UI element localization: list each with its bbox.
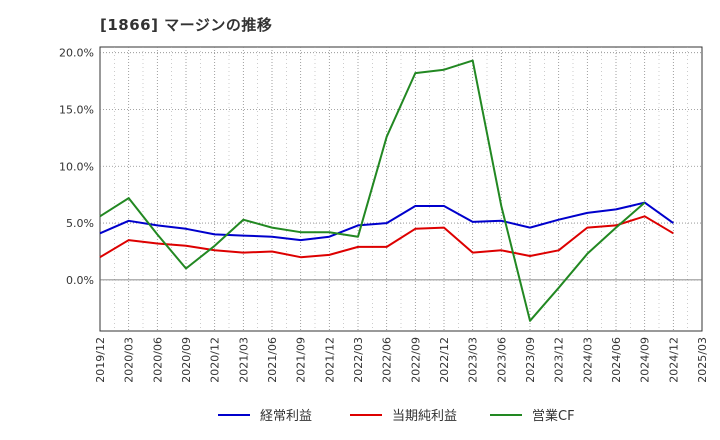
y-tick-label: 10.0% xyxy=(59,160,94,173)
x-tick-label: 2022/12 xyxy=(438,337,451,383)
x-tick-label: 2024/09 xyxy=(639,337,652,383)
x-tick-label: 2024/06 xyxy=(610,337,623,383)
x-tick-label: 2020/03 xyxy=(123,337,136,383)
x-tick-label: 2020/09 xyxy=(180,337,193,383)
x-tick-label: 2024/03 xyxy=(581,337,594,383)
x-tick-label: 2022/03 xyxy=(352,337,365,383)
x-tick-label: 2024/12 xyxy=(667,337,680,383)
x-tick-label: 2019/12 xyxy=(94,337,107,383)
x-tick-label: 2022/09 xyxy=(409,337,422,383)
x-tick-label: 2020/06 xyxy=(151,337,164,383)
x-tick-label: 2022/06 xyxy=(381,337,394,383)
y-tick-label: 0.0% xyxy=(66,274,94,287)
x-tick-label: 2023/06 xyxy=(495,337,508,383)
x-tick-label: 2021/03 xyxy=(237,337,250,383)
y-tick-label: 5.0% xyxy=(66,217,94,230)
legend-label-2: 当期純利益 xyxy=(392,409,457,424)
x-tick-label: 2025/03 xyxy=(696,337,709,383)
legend-label-1: 経常利益 xyxy=(260,409,312,424)
y-tick-label: 20.0% xyxy=(59,47,94,60)
series-line-1 xyxy=(99,201,674,242)
x-tick-label: 2020/12 xyxy=(209,337,222,383)
series-line-3 xyxy=(99,59,646,322)
chart-title: [1866] マージンの推移 xyxy=(100,16,273,34)
x-tick-label: 2023/09 xyxy=(524,337,537,383)
x-tick-label: 2021/12 xyxy=(323,337,336,383)
x-tick-label: 2023/03 xyxy=(467,337,480,383)
x-tick-label: 2023/12 xyxy=(553,337,566,383)
legend-label-3: 営業CF xyxy=(532,408,575,424)
series-line-2 xyxy=(99,215,674,259)
y-tick-label: 15.0% xyxy=(59,103,94,116)
plot-frame xyxy=(99,46,703,332)
x-tick-label: 2021/06 xyxy=(266,337,279,383)
x-tick-label: 2021/09 xyxy=(295,337,308,383)
